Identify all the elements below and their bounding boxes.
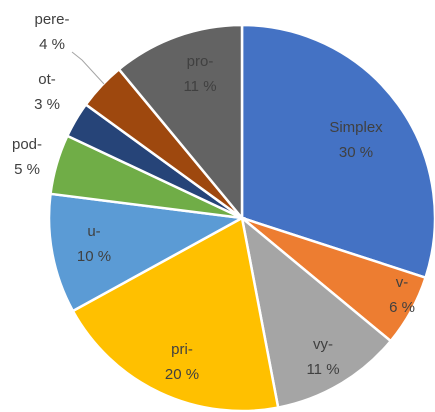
value-label: 3 % [34,96,60,113]
value-label: 6 % [389,299,415,316]
leader-line [71,51,105,85]
value-label: 10 % [77,248,111,265]
value-label: 30 % [339,144,373,161]
category-label: Simplex [329,119,383,136]
value-label: 11 % [306,361,339,378]
value-label: 4 % [39,36,65,53]
pie-slice [240,214,393,410]
category-label: ot- [38,71,56,88]
category-label: pod- [12,136,42,153]
value-label: 5 % [14,161,40,178]
pie-slice [71,216,280,412]
category-label: pro- [187,53,214,70]
category-label: v- [396,274,409,291]
category-label: vy- [313,336,333,353]
pie-slice [47,192,246,313]
category-label: u- [87,223,100,240]
category-label: pere- [34,11,69,28]
value-label: 20 % [165,366,199,383]
value-label: 11 % [183,78,216,95]
category-label: pri- [171,341,193,358]
pie-slice [117,23,244,222]
pie-slice [240,23,435,280]
